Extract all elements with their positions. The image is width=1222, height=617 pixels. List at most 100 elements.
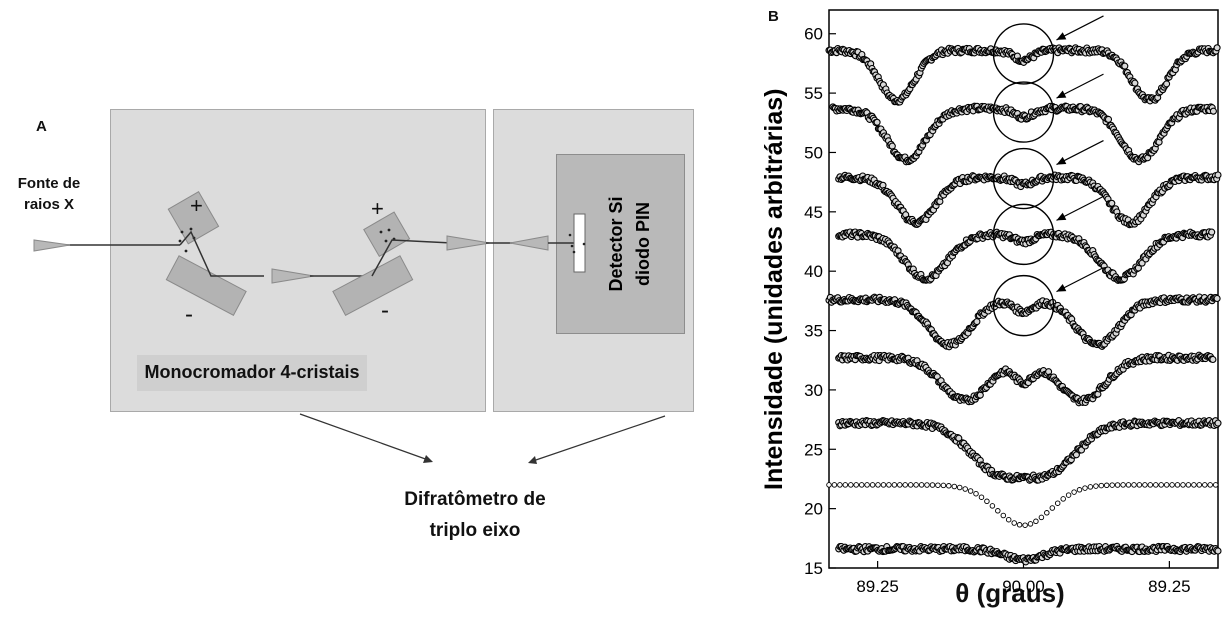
crystal-pair-1 [165, 190, 247, 316]
data-point [1011, 520, 1017, 526]
data-point [1158, 482, 1164, 488]
data-point [1174, 482, 1181, 488]
data-point [1209, 355, 1217, 364]
data-point [1022, 522, 1028, 528]
data-point [1142, 482, 1148, 488]
data-point [951, 483, 958, 490]
highlight-circle [992, 81, 1055, 143]
data-point [1163, 482, 1170, 488]
data-point [1202, 482, 1208, 488]
crystal-pair-2 [332, 211, 414, 316]
data-point [902, 482, 908, 488]
data-point [1207, 482, 1213, 488]
crystal-2 [165, 255, 247, 316]
series-7 [835, 417, 1222, 484]
highlight-arrow-head [1056, 283, 1067, 292]
series-3 [835, 171, 1222, 229]
data-point [1212, 482, 1219, 488]
beam-arrow-2 [271, 268, 315, 284]
series-8 [826, 482, 1219, 528]
data-point [1163, 80, 1171, 88]
data-point [1005, 516, 1012, 523]
data-point [888, 142, 896, 150]
y-tick-label: 25 [804, 440, 823, 459]
data-point [1121, 62, 1129, 70]
y-tick-label: 60 [804, 25, 823, 44]
data-point [1131, 482, 1137, 488]
beam-arrow-3 [446, 235, 491, 251]
data-point [978, 494, 985, 500]
highlight-circle [992, 203, 1055, 266]
y-tick-label: 35 [804, 322, 823, 341]
series-4 [835, 228, 1216, 284]
data-point [1071, 489, 1077, 495]
x-tick-label: 90.00 [1002, 577, 1045, 596]
data-point [956, 484, 963, 491]
data-point [880, 482, 887, 488]
data-point [1082, 485, 1088, 491]
y-tick-label: 40 [804, 262, 823, 281]
data-point [1208, 228, 1216, 236]
data-point [1098, 482, 1105, 489]
panel-b-letter: B [768, 8, 779, 25]
crystal-3 [363, 211, 411, 258]
data-point [973, 490, 979, 497]
data-point [1103, 482, 1110, 489]
beam-arrow-1 [33, 239, 71, 252]
data-point [1087, 484, 1094, 490]
data-point [1169, 482, 1175, 488]
data-point [1214, 171, 1222, 179]
diffractometer-label-line2: triplo eixo [429, 520, 521, 541]
data-point [831, 482, 838, 488]
data-point [864, 482, 870, 488]
data-point [1044, 510, 1050, 516]
data-point [1108, 199, 1116, 207]
data-point [924, 482, 930, 488]
data-point [1185, 482, 1192, 488]
data-point [1214, 419, 1222, 427]
highlight-arrow-head [1056, 212, 1067, 221]
data-point [886, 482, 892, 488]
data-point [1104, 115, 1113, 123]
series-5 [825, 293, 1221, 351]
panel-a-letter: A [36, 118, 47, 135]
crystal-1 [167, 190, 220, 245]
data-point [1093, 483, 1099, 489]
data-point [826, 482, 832, 488]
data-point [1213, 294, 1221, 303]
highlight-circle [992, 274, 1055, 337]
data-point [1065, 492, 1072, 498]
xray-source-label-line2: raios X [23, 196, 75, 213]
data-point [875, 482, 881, 488]
data-point [891, 482, 898, 488]
data-point [962, 486, 968, 492]
beam-path-1 [179, 230, 264, 277]
highlight-circle [992, 23, 1055, 85]
data-point [853, 482, 859, 488]
data-point [1033, 518, 1039, 525]
y-tick-label: 45 [804, 203, 823, 222]
data-point [935, 482, 941, 488]
data-point [1060, 496, 1066, 502]
data-point [940, 482, 947, 489]
diffractometer-label-line1: Difratômetro de [404, 489, 546, 510]
data-point [1147, 482, 1154, 488]
y-tick-label: 55 [804, 84, 823, 103]
sample-slot [573, 213, 586, 273]
data-point [967, 488, 974, 494]
data-point [873, 118, 881, 126]
data-point [1076, 487, 1083, 493]
xray-source-label-line1: Fonte de [17, 175, 81, 192]
data-point [1213, 44, 1221, 52]
data-point [913, 482, 919, 488]
monochromator-label: Monocromador 4-cristais [144, 362, 360, 382]
y-tick-label: 50 [804, 143, 823, 162]
data-point [1131, 79, 1139, 87]
data-point [1000, 512, 1007, 519]
data-point [1214, 547, 1222, 555]
data-point [1114, 482, 1121, 488]
data-point [869, 482, 876, 488]
pointer-arrow-left [299, 413, 432, 462]
